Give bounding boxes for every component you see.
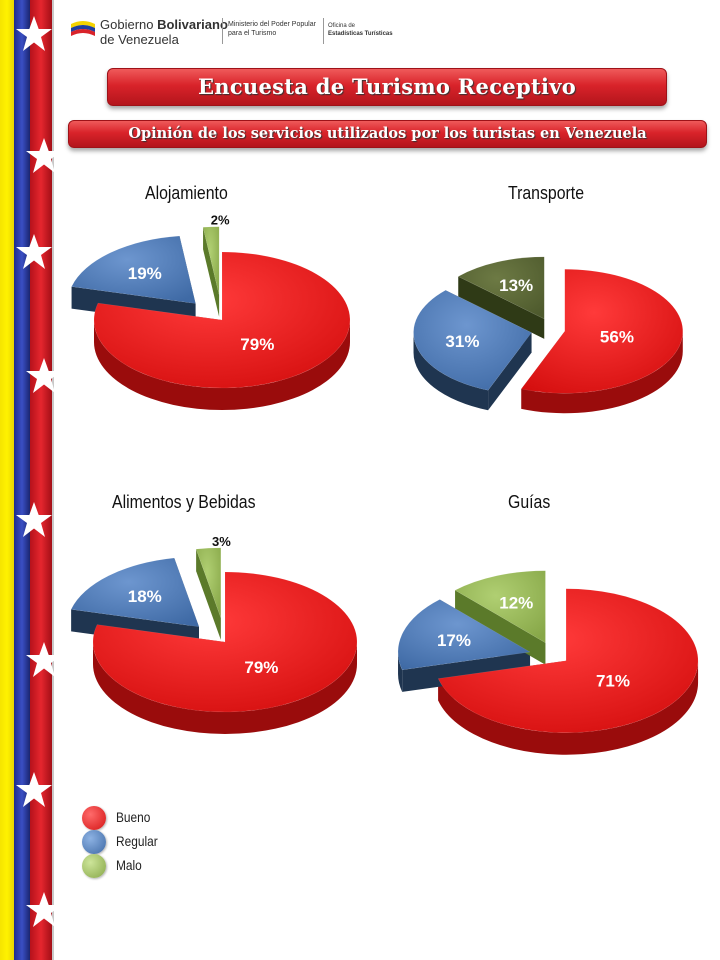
org-name-line2: de Venezuela xyxy=(100,32,179,47)
subtitle-banner: Opinión de los servicios utilizados por … xyxy=(68,120,707,148)
pie-slice-regular xyxy=(397,599,531,671)
pie-chart-3: 71% 17% 12% xyxy=(397,570,699,755)
data-label-bueno: 56% xyxy=(600,327,634,346)
slice-cut-regular xyxy=(402,652,531,692)
star-icon xyxy=(26,138,62,173)
pie-slice-regular xyxy=(70,557,200,628)
legend-label-malo: Malo xyxy=(116,857,142,873)
venezuela-flag-stripe xyxy=(0,0,62,960)
pie-chart-0: 79% 19% 2% xyxy=(71,213,351,410)
pie-slice-bueno xyxy=(92,571,358,713)
flag-edge xyxy=(52,0,54,960)
star-icon xyxy=(16,502,52,537)
star-icon xyxy=(16,16,52,51)
slice-cut-malo xyxy=(203,227,220,317)
legend-label-bueno: Bueno xyxy=(116,809,151,825)
pie-chart-2: 79% 18% 3% xyxy=(70,534,358,734)
slice-side-regular xyxy=(413,332,489,411)
pie-slice-bueno xyxy=(520,268,683,394)
pie-slice-regular xyxy=(413,289,532,391)
data-label-bueno: 79% xyxy=(244,658,278,677)
slice-cut-malo xyxy=(196,549,221,640)
slice-side-bueno xyxy=(93,642,357,734)
office-line1: Oficina de xyxy=(328,23,356,29)
pie-slice-bueno xyxy=(93,251,351,389)
data-label-bueno: 71% xyxy=(596,672,630,691)
slice-cut-regular xyxy=(488,332,532,411)
flag-blue-band xyxy=(14,0,30,960)
star-icon xyxy=(16,772,52,807)
data-label-malo: 13% xyxy=(499,276,533,295)
pie-slice-malo xyxy=(195,547,222,618)
slice-cut-malo xyxy=(455,590,546,665)
star-icon xyxy=(16,234,52,269)
pie-slice-regular xyxy=(71,235,196,304)
pie-slice-malo xyxy=(202,226,220,295)
ministry-line2: para el Turismo xyxy=(228,30,277,37)
slice-cut-malo xyxy=(458,276,545,339)
data-label-malo: 12% xyxy=(499,594,533,613)
slice-side-bueno xyxy=(438,660,699,755)
data-label-regular: 17% xyxy=(437,631,471,650)
legend-label-regular: Regular xyxy=(116,833,158,849)
data-label-regular: 19% xyxy=(128,264,162,283)
legend-item-regular: Regular xyxy=(82,830,202,854)
data-label-malo: 3% xyxy=(212,534,231,549)
slice-side-bueno xyxy=(521,331,683,414)
legend-swatch-malo xyxy=(82,854,106,878)
chart-title-guias: Guías xyxy=(508,492,551,512)
flag-yellow-band xyxy=(0,0,14,960)
data-label-bueno: 79% xyxy=(240,335,274,354)
page-subtitle: Opinión de los servicios utilizados por … xyxy=(128,125,647,142)
legend-swatch-bueno xyxy=(82,806,106,830)
star-icon xyxy=(26,892,62,927)
legend-swatch-regular xyxy=(82,830,106,854)
page-title: Encuesta de Turismo Receptivo xyxy=(197,74,577,99)
pie-chart-1: 56% 31% 13% xyxy=(413,256,683,414)
star-icon xyxy=(26,642,62,677)
legend-item-malo: Malo xyxy=(82,854,202,878)
data-label-malo: 2% xyxy=(211,213,230,228)
pie-slice-bueno xyxy=(437,588,699,733)
chart-title-transporte: Transporte xyxy=(508,183,585,203)
ministry-line1: Ministerio del Poder Popular xyxy=(228,21,316,28)
office-line2: Estadísticas Turísticas xyxy=(328,31,393,37)
venezuela-flag-icon xyxy=(71,21,95,36)
slice-side-regular xyxy=(398,652,403,692)
title-banner: Encuesta de Turismo Receptivo xyxy=(107,68,667,106)
pie-slice-malo xyxy=(457,256,545,320)
star-icon xyxy=(26,358,62,393)
org-name-line1: Gobierno Bolivariano xyxy=(100,17,228,32)
slice-side-bueno xyxy=(94,320,350,410)
data-label-regular: 31% xyxy=(445,332,479,351)
legend-item-bueno: Bueno xyxy=(82,806,202,830)
data-label-regular: 18% xyxy=(128,587,162,606)
logo-divider xyxy=(222,18,223,44)
logo-divider xyxy=(323,18,324,44)
chart-title-alimentos: Alimentos y Bebidas xyxy=(112,492,256,512)
chart-title-alojamiento: Alojamiento xyxy=(145,183,228,203)
pie-slice-malo xyxy=(454,570,546,644)
